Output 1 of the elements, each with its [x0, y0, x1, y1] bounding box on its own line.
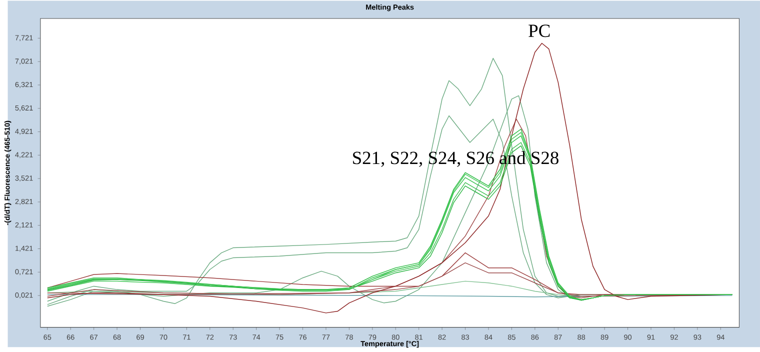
annotation: PC	[528, 24, 550, 38]
